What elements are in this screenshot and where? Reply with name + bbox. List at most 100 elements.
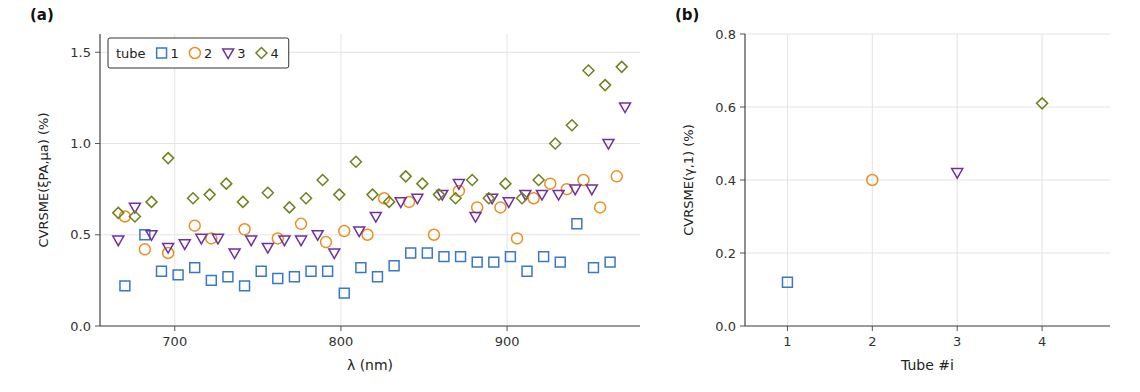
point	[354, 227, 365, 237]
point	[237, 196, 248, 207]
point	[550, 138, 561, 149]
point	[189, 220, 200, 231]
grid-line	[174, 34, 175, 326]
tick	[95, 52, 100, 53]
tick	[507, 326, 508, 331]
y-axis-label: CVRSME(γ,1) (%)	[681, 124, 696, 236]
point	[173, 270, 183, 280]
grid-line	[745, 253, 1110, 254]
legend-marker	[223, 49, 234, 59]
point	[570, 185, 581, 195]
series	[113, 61, 627, 222]
point	[246, 236, 257, 246]
grid-line	[340, 34, 341, 326]
tick-label: 0.0	[715, 319, 736, 334]
point	[113, 207, 124, 218]
series	[1037, 98, 1048, 109]
series	[120, 219, 615, 298]
series	[113, 103, 631, 259]
point	[528, 193, 539, 204]
x-axis-line	[100, 325, 640, 326]
point	[512, 233, 523, 244]
point	[279, 236, 290, 246]
tick-label: 800	[329, 334, 354, 349]
point	[620, 103, 631, 113]
tick-label: 0.8	[715, 27, 736, 42]
series	[867, 175, 878, 186]
tick-label: 2	[868, 334, 876, 349]
point	[605, 257, 615, 267]
x-axis-line	[745, 325, 1110, 326]
point	[400, 171, 411, 182]
legend-entry: 3	[237, 46, 245, 61]
grid-line	[745, 107, 1110, 108]
point	[545, 178, 556, 189]
point	[306, 266, 316, 276]
tick	[872, 326, 873, 331]
point	[536, 190, 547, 200]
point	[204, 189, 215, 200]
point	[495, 202, 506, 213]
tick-label: 0.6	[715, 100, 736, 115]
point	[533, 175, 544, 186]
point	[439, 252, 449, 262]
point	[320, 237, 331, 248]
tick	[1042, 326, 1043, 331]
point	[373, 272, 383, 282]
point	[312, 231, 323, 241]
panel-label: (b)	[675, 6, 699, 24]
point	[952, 169, 963, 179]
marks	[113, 61, 631, 298]
point	[301, 193, 312, 204]
point	[600, 80, 611, 91]
point	[367, 189, 378, 200]
legend-frame	[108, 38, 289, 68]
point	[553, 190, 564, 200]
grid	[745, 34, 1110, 326]
grid	[100, 34, 640, 326]
tick	[95, 234, 100, 235]
tick	[95, 143, 100, 144]
legend-marker	[256, 48, 267, 59]
tick-label: 0.5	[70, 227, 91, 242]
point	[129, 211, 140, 222]
point	[412, 194, 423, 204]
legend-entry: 2	[204, 46, 212, 61]
panel: 7008009000.00.51.01.5λ (nm)CVRSME(ξPA,μa…	[30, 6, 640, 373]
point	[1037, 98, 1048, 109]
point	[163, 153, 174, 164]
point	[417, 178, 428, 189]
tick-label: 3	[953, 334, 961, 349]
grid-line	[100, 326, 640, 327]
point	[339, 226, 350, 237]
x-axis-label: λ (nm)	[347, 357, 393, 373]
grid-line	[745, 326, 1110, 327]
y-axis-line	[99, 34, 100, 326]
point	[262, 243, 273, 253]
point	[472, 257, 482, 267]
tick-label: 4	[1038, 334, 1046, 349]
point	[196, 234, 207, 244]
point	[146, 231, 157, 241]
point	[350, 156, 361, 167]
tick	[957, 326, 958, 331]
point	[586, 185, 597, 195]
point	[229, 249, 240, 259]
point	[188, 193, 199, 204]
point	[296, 218, 307, 229]
tick	[740, 34, 745, 35]
point	[296, 236, 307, 246]
grid-line	[100, 234, 640, 235]
grid-line	[745, 34, 1110, 35]
point	[240, 281, 250, 291]
legend: tube1234	[108, 38, 289, 68]
point	[589, 263, 599, 273]
legend-entry: 1	[171, 46, 179, 61]
point	[483, 193, 494, 204]
point	[470, 212, 481, 222]
point	[566, 120, 577, 131]
background	[0, 0, 1140, 392]
point	[113, 236, 124, 246]
legend-title: tube	[116, 46, 146, 61]
point	[206, 275, 216, 285]
